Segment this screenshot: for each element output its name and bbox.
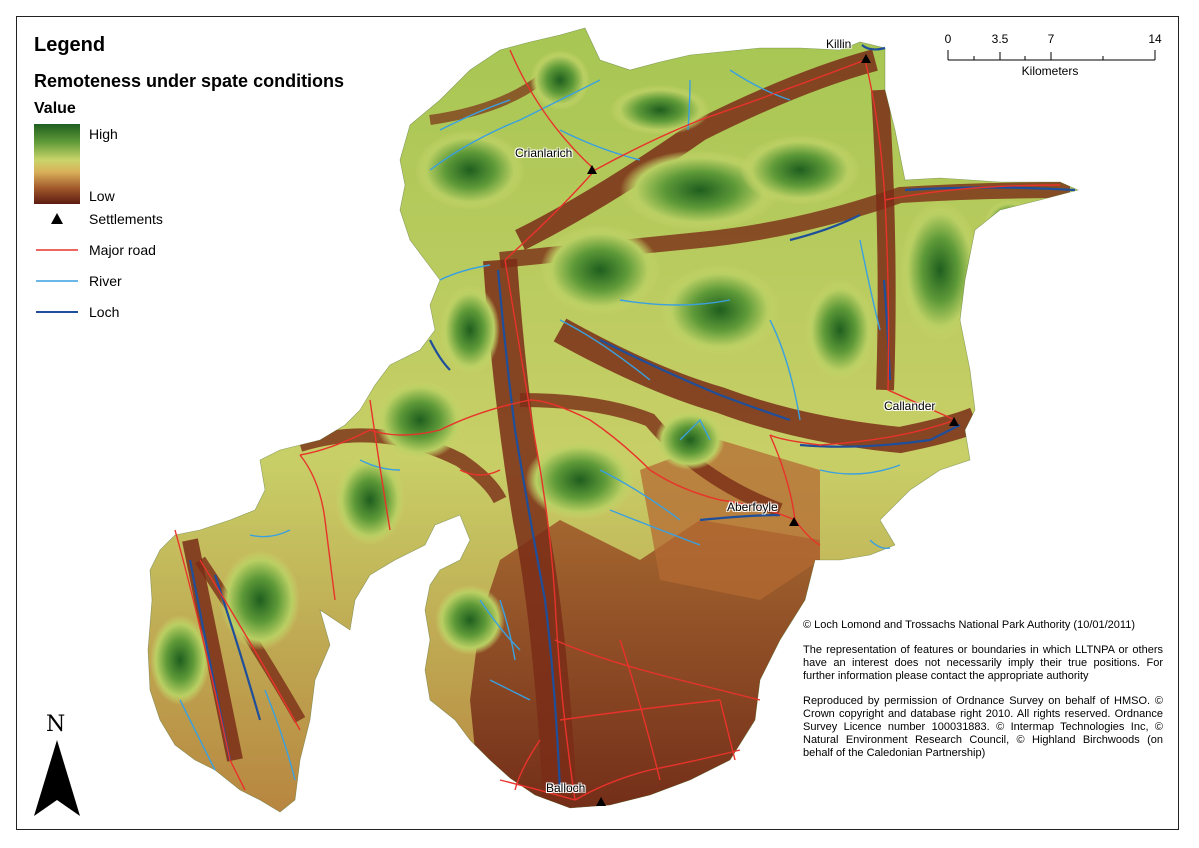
loch-voil [789, 214, 861, 242]
legend-item-label: River [89, 273, 122, 289]
legend-item-settlements: Settlements [34, 210, 414, 241]
river-layer [179, 69, 901, 781]
scale-tick-label: 7 [1047, 32, 1055, 46]
scale-bar: 0 3.5 7 14 Kilometers [945, 32, 1165, 82]
label-killin[interactable]: Killin [826, 37, 852, 51]
legend-title: Legend [34, 34, 106, 56]
label-balloch[interactable]: Balloch [546, 781, 586, 795]
legend-item-major-road: Major road [34, 241, 414, 272]
legend-item-river: River [34, 272, 414, 303]
label-crianlarich[interactable]: Crianlarich [515, 146, 573, 160]
settlement-aberfoyle-icon[interactable] [789, 517, 799, 526]
label-aberfoyle[interactable]: Aberfoyle [727, 500, 778, 514]
settlement-balloch-icon[interactable] [596, 797, 606, 806]
legend-color-ramp: High Low [34, 124, 414, 210]
scale-tick-label: 0 [944, 32, 952, 46]
attribution-os-licence: Reproduced by permission of Ordnance Sur… [803, 695, 1163, 759]
legend-item-label: Major road [89, 242, 156, 258]
attribution-block: © Loch Lomond and Trossachs National Par… [803, 619, 1163, 772]
scale-tick-label: 14 [1148, 32, 1162, 46]
legend-item-label: Settlements [89, 211, 163, 227]
loch-lomond [496, 269, 562, 791]
attribution-disclaimer: The representation of features or bounda… [803, 644, 1163, 682]
settlement-killin-icon[interactable] [861, 54, 871, 63]
loch-tay-end [861, 44, 886, 51]
scale-units: Kilometers [1021, 64, 1079, 78]
loch-ard [699, 513, 781, 522]
road-line-icon [36, 249, 78, 251]
loch-lubnaig [882, 279, 892, 381]
legend-item-loch: Loch [34, 303, 414, 334]
north-arrow: N [32, 712, 82, 818]
settlement-layer [587, 54, 959, 806]
scale-tick-label: 3.5 [991, 32, 1009, 46]
triangle-icon [51, 213, 63, 224]
legend: Legend Remoteness under spate conditions… [34, 34, 414, 334]
legend-item-label: Loch [89, 304, 120, 320]
river-line-icon [36, 280, 78, 282]
ramp-low-label: Low [89, 188, 115, 204]
legend-value-heading: Value [34, 100, 76, 117]
north-label: N [46, 712, 66, 737]
loch-line-icon [36, 311, 78, 313]
loch-long [429, 339, 451, 371]
ramp-high-label: High [89, 126, 118, 142]
north-arrow-icon [34, 740, 80, 816]
settlement-crianlarich-icon[interactable] [587, 165, 597, 174]
scale-bar-graphic [947, 50, 1156, 61]
ramp-swatch [34, 124, 80, 204]
loch-katrine [599, 339, 791, 422]
settlement-callander-icon[interactable] [949, 417, 959, 426]
loch-venachar [799, 424, 961, 448]
label-callander[interactable]: Callander [884, 399, 936, 413]
attribution-copyright: © Loch Lomond and Trossachs National Par… [803, 619, 1135, 631]
legend-subtitle: Remoteness under spate conditions [34, 71, 345, 91]
road-layer [174, 49, 1061, 801]
